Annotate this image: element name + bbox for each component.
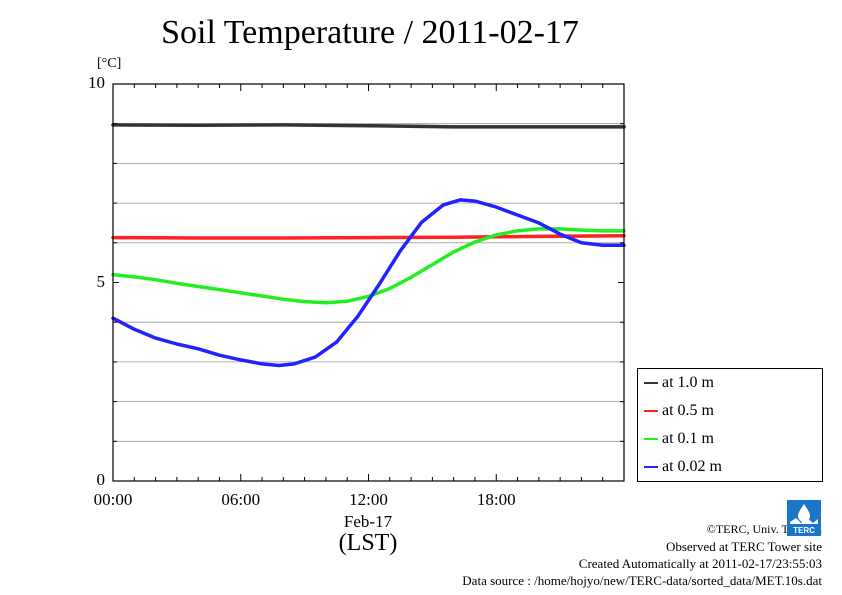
legend: at 1.0 m at 0.5 m at 0.1 m at 0.02 m: [637, 368, 823, 482]
series-line-4: [111, 198, 626, 368]
legend-label: at 0.5 m: [662, 402, 714, 419]
credit-source: Data source : /home/hojyo/new/TERC-data/…: [462, 573, 822, 588]
x-tick-label: 06:00: [221, 490, 261, 509]
legend-label: at 0.1 m: [662, 430, 714, 447]
legend-swatch: [644, 466, 658, 468]
legend-item: at 0.02 m: [644, 457, 722, 477]
series-line-2: [111, 233, 626, 240]
credit-created: Created Automatically at 2011-02-17/23:5…: [578, 556, 822, 571]
x-axis-date-label: Feb-17: [343, 512, 393, 531]
plot-frame: [112, 83, 625, 482]
y-tick-label: 0: [96, 470, 106, 489]
chart-title: Soil Temperature / 2011-02-17: [161, 14, 579, 51]
x-axis-title: (LST): [338, 530, 398, 556]
y-axis-unit-label: [°C]: [97, 56, 122, 71]
legend-label: at 1.0 m: [662, 374, 714, 391]
legend-swatch: [644, 410, 658, 412]
terc-logo-text: TERC: [793, 526, 815, 535]
x-tick-label: 18:00: [476, 490, 516, 509]
legend-label: at 0.02 m: [662, 458, 722, 475]
legend-item: at 1.0 m: [644, 373, 714, 393]
legend-item: at 0.1 m: [644, 429, 714, 449]
credit-observed: Observed at TERC Tower site: [665, 539, 822, 554]
legend-swatch: [644, 382, 658, 384]
terc-logo-icon: TERC: [787, 500, 821, 536]
legend-swatch: [644, 438, 658, 440]
legend-item: at 0.5 m: [644, 401, 714, 421]
series-line-1: [111, 123, 626, 129]
y-tick-label: 5: [96, 271, 106, 291]
y-tick-label: 10: [88, 73, 105, 92]
x-tick-label: 12:00: [349, 490, 388, 509]
series-line-3: [111, 227, 626, 305]
x-tick-label: 00:00: [93, 490, 133, 509]
